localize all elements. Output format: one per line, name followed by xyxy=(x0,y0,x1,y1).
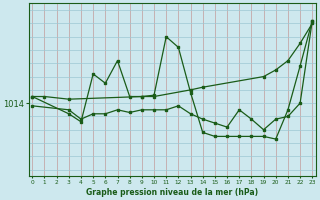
X-axis label: Graphe pression niveau de la mer (hPa): Graphe pression niveau de la mer (hPa) xyxy=(86,188,258,197)
